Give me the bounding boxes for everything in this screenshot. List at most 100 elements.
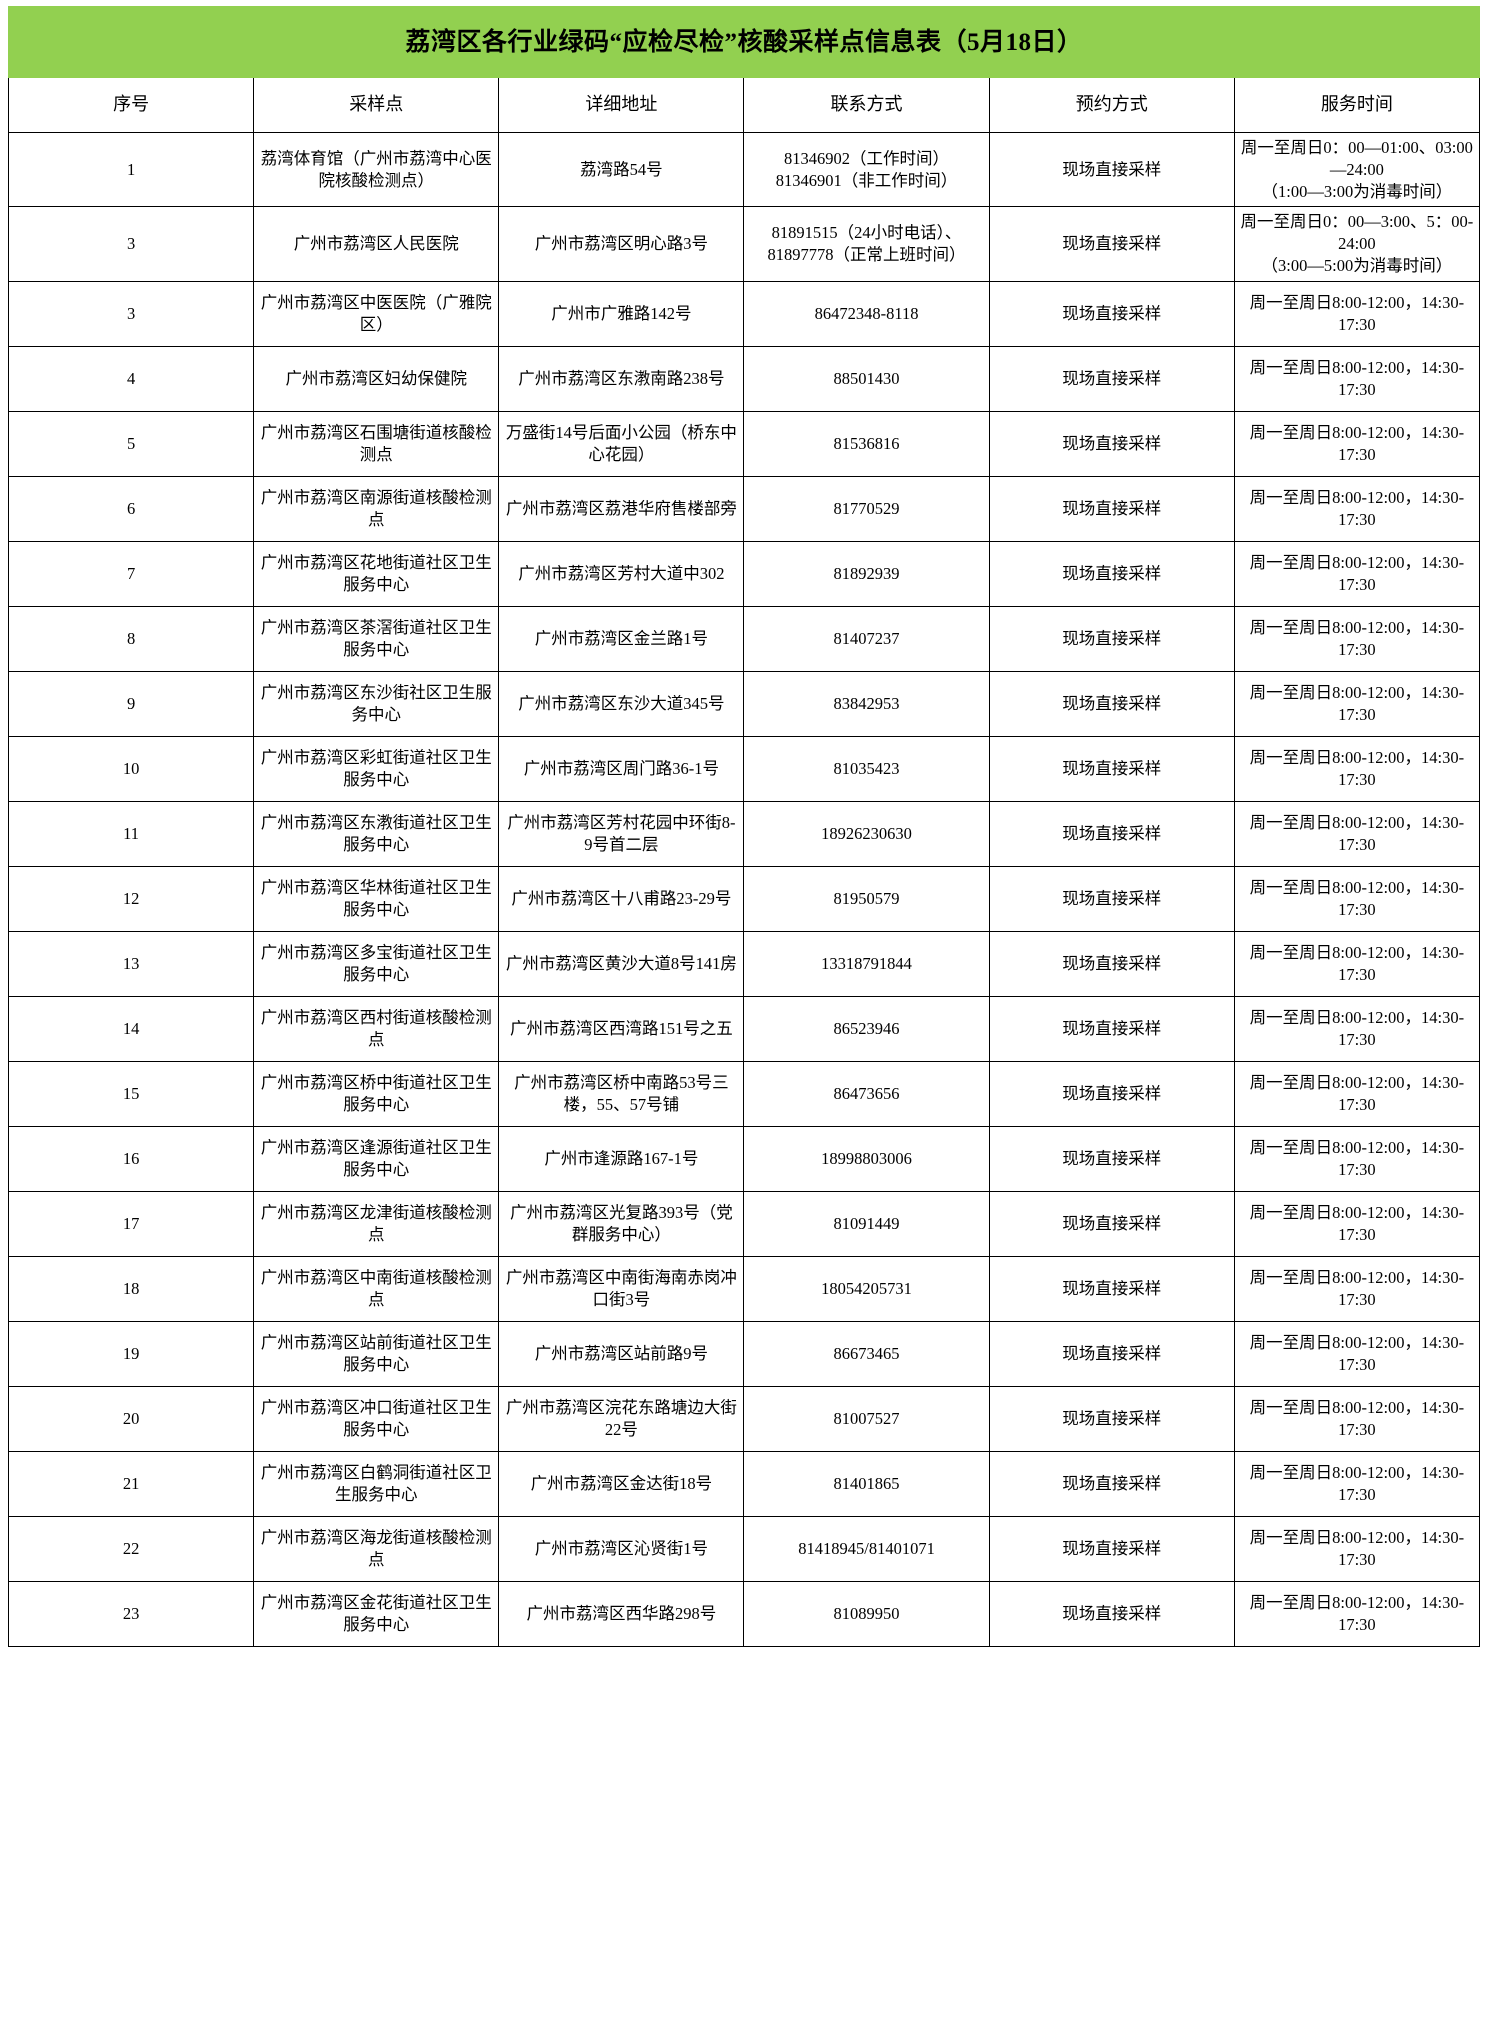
cell-address: 广州市荔湾区光复路393号（党群服务中心） <box>498 1190 745 1257</box>
cell-address: 广州市荔湾区沁贤街1号 <box>498 1515 745 1582</box>
cell-address: 广州市荔湾区金达街18号 <box>498 1450 745 1517</box>
cell-booking: 现场直接采样 <box>988 605 1235 672</box>
cell-address: 万盛街14号后面小公园（桥东中心花园） <box>498 410 745 477</box>
cell-site: 广州市荔湾区东沙街社区卫生服务中心 <box>253 670 500 737</box>
cell-booking: 现场直接采样 <box>988 410 1235 477</box>
cell-site: 广州市荔湾区中医医院（广雅院区） <box>253 280 500 347</box>
cell-address: 广州市逢源路167-1号 <box>498 1125 745 1192</box>
cell-contact: 81536816 <box>743 410 990 477</box>
cell-site: 广州市荔湾区花地街道社区卫生服务中心 <box>253 540 500 607</box>
cell-hours-line-2: （3:00—5:00为消毒时间） <box>1261 255 1453 275</box>
cell-index: 23 <box>7 1580 255 1647</box>
cell-index: 20 <box>7 1385 255 1452</box>
table-row: 20 广州市荔湾区冲口街道社区卫生服务中心 广州市荔湾区浣花东路塘边大街22号 810… <box>7 1385 1481 1452</box>
cell-address: 广州市荔湾区芳村花园中环街8-9号首二层 <box>498 800 745 867</box>
cell-contact: 81035423 <box>743 735 990 802</box>
cell-hours: 周一至周日8:00-12:00，14:30-17:30 <box>1233 1385 1481 1452</box>
cell-contact: 18926230630 <box>743 800 990 867</box>
cell-booking: 现场直接采样 <box>988 1320 1235 1387</box>
cell-index: 21 <box>7 1450 255 1517</box>
cell-index: 17 <box>7 1190 255 1257</box>
column-header-site: 采样点 <box>253 77 500 133</box>
cell-contact-line-2: 81897778（正常上班时间） <box>767 244 966 264</box>
table-row: 6 广州市荔湾区南源街道核酸检测点 广州市荔湾区荔港华府售楼部旁 81770529 现场… <box>7 475 1481 542</box>
cell-contact: 86473656 <box>743 1060 990 1127</box>
cell-site: 广州市荔湾区逢源街道社区卫生服务中心 <box>253 1125 500 1192</box>
table-body: 荔湾区各行业绿码“应检尽检”核酸采样点信息表（5月18日） 序号 采样点 详细地… <box>7 6 1481 1647</box>
cell-contact-line-1: 81346902（工作时间） <box>784 148 950 168</box>
table-row: 1 荔湾体育馆（广州市荔湾中心医院核酸检测点） 荔湾路54号 81346902（工作时… <box>7 131 1481 208</box>
cell-site: 广州市荔湾区人民医院 <box>253 206 500 282</box>
cell-hours-line-1: 周一至周日0：00—01:00、03:00—24:00 <box>1240 138 1473 179</box>
cell-contact: 88501430 <box>743 345 990 412</box>
cell-contact: 83842953 <box>743 670 990 737</box>
cell-hours: 周一至周日8:00-12:00，14:30-17:30 <box>1233 410 1481 477</box>
cell-booking: 现场直接采样 <box>988 1450 1235 1517</box>
spreadsheet-sheet: 荔湾区各行业绿码“应检尽检”核酸采样点信息表（5月18日） 序号 采样点 详细地… <box>7 6 1481 1647</box>
cell-hours: 周一至周日0：00—01:00、03:00—24:00 （1:00—3:00为消毒… <box>1233 131 1481 208</box>
column-header-hours: 服务时间 <box>1233 77 1481 133</box>
cell-index: 18 <box>7 1255 255 1322</box>
table-row: 16 广州市荔湾区逢源街道社区卫生服务中心 广州市逢源路167-1号 18998803… <box>7 1125 1481 1192</box>
cell-booking: 现场直接采样 <box>988 280 1235 347</box>
cell-hours: 周一至周日8:00-12:00，14:30-17:30 <box>1233 345 1481 412</box>
cell-contact: 86523946 <box>743 995 990 1062</box>
cell-index: 13 <box>7 930 255 997</box>
table-row: 19 广州市荔湾区站前街道社区卫生服务中心 广州市荔湾区站前路9号 86673465 现… <box>7 1320 1481 1387</box>
table-row: 14 广州市荔湾区西村街道核酸检测点 广州市荔湾区西湾路151号之五 86523946… <box>7 995 1481 1062</box>
cell-index: 22 <box>7 1515 255 1582</box>
cell-hours: 周一至周日8:00-12:00，14:30-17:30 <box>1233 930 1481 997</box>
cell-address: 广州市荔湾区十八甫路23-29号 <box>498 865 745 932</box>
column-header-booking: 预约方式 <box>988 77 1235 133</box>
table-row: 9 广州市荔湾区东沙街社区卫生服务中心 广州市荔湾区东沙大道345号 83842953… <box>7 670 1481 737</box>
cell-address: 广州市荔湾区明心路3号 <box>498 206 745 282</box>
cell-index: 10 <box>7 735 255 802</box>
cell-contact: 86472348-8118 <box>743 280 990 347</box>
cell-hours: 周一至周日8:00-12:00，14:30-17:30 <box>1233 1190 1481 1257</box>
cell-site: 广州市荔湾区白鹤洞街道社区卫生服务中心 <box>253 1450 500 1517</box>
cell-hours-line-2: （1:00—3:00为消毒时间） <box>1261 181 1453 201</box>
table-row: 22 广州市荔湾区海龙街道核酸检测点 广州市荔湾区沁贤街1号 81418945/814… <box>7 1515 1481 1582</box>
table-row: 7 广州市荔湾区花地街道社区卫生服务中心 广州市荔湾区芳村大道中302 8189293… <box>7 540 1481 607</box>
cell-hours: 周一至周日8:00-12:00，14:30-17:30 <box>1233 670 1481 737</box>
table-row: 12 广州市荔湾区华林街道社区卫生服务中心 广州市荔湾区十八甫路23-29号 8195… <box>7 865 1481 932</box>
cell-booking: 现场直接采样 <box>988 1385 1235 1452</box>
table-row: 17 广州市荔湾区龙津街道核酸检测点 广州市荔湾区光复路393号（党群服务中心） 81… <box>7 1190 1481 1257</box>
cell-contact: 81770529 <box>743 475 990 542</box>
cell-site: 广州市荔湾区妇幼保健院 <box>253 345 500 412</box>
cell-address: 广州市荔湾区黄沙大道8号141房 <box>498 930 745 997</box>
cell-contact: 13318791844 <box>743 930 990 997</box>
cell-site: 广州市荔湾区东漖街道社区卫生服务中心 <box>253 800 500 867</box>
cell-booking: 现场直接采样 <box>988 540 1235 607</box>
cell-booking: 现场直接采样 <box>988 206 1235 282</box>
cell-address: 荔湾路54号 <box>498 131 745 208</box>
table-row: 5 广州市荔湾区石围塘街道核酸检测点 万盛街14号后面小公园（桥东中心花园） 8153… <box>7 410 1481 477</box>
cell-address: 广州市荔湾区芳村大道中302 <box>498 540 745 607</box>
cell-hours: 周一至周日8:00-12:00，14:30-17:30 <box>1233 540 1481 607</box>
cell-hours: 周一至周日8:00-12:00，14:30-17:30 <box>1233 280 1481 347</box>
cell-index: 8 <box>7 605 255 672</box>
table-row: 23 广州市荔湾区金花街道社区卫生服务中心 广州市荔湾区西华路298号 8108995… <box>7 1580 1481 1647</box>
cell-hours: 周一至周日8:00-12:00，14:30-17:30 <box>1233 1450 1481 1517</box>
cell-address: 广州市荔湾区东沙大道345号 <box>498 670 745 737</box>
cell-hours: 周一至周日8:00-12:00，14:30-17:30 <box>1233 1580 1481 1647</box>
cell-booking: 现场直接采样 <box>988 1255 1235 1322</box>
cell-contact: 81089950 <box>743 1580 990 1647</box>
cell-site: 广州市荔湾区冲口街道社区卫生服务中心 <box>253 1385 500 1452</box>
cell-site: 广州市荔湾区彩虹街道社区卫生服务中心 <box>253 735 500 802</box>
cell-address: 广州市荔湾区浣花东路塘边大街22号 <box>498 1385 745 1452</box>
cell-hours: 周一至周日8:00-12:00，14:30-17:30 <box>1233 800 1481 867</box>
cell-index: 3 <box>7 280 255 347</box>
cell-index: 16 <box>7 1125 255 1192</box>
cell-site: 广州市荔湾区茶滘街道社区卫生服务中心 <box>253 605 500 672</box>
cell-hours: 周一至周日8:00-12:00，14:30-17:30 <box>1233 995 1481 1062</box>
cell-index: 7 <box>7 540 255 607</box>
table-row: 8 广州市荔湾区茶滘街道社区卫生服务中心 广州市荔湾区金兰路1号 81407237 现场… <box>7 605 1481 672</box>
cell-contact: 81950579 <box>743 865 990 932</box>
page-title: 荔湾区各行业绿码“应检尽检”核酸采样点信息表（5月18日） <box>8 6 1480 78</box>
cell-address: 广州市荔湾区中南街海南赤岗冲口街3号 <box>498 1255 745 1322</box>
cell-index: 14 <box>7 995 255 1062</box>
cell-site: 广州市荔湾区中南街道核酸检测点 <box>253 1255 500 1322</box>
cell-index: 12 <box>7 865 255 932</box>
cell-address: 广州市荔湾区周门路36-1号 <box>498 735 745 802</box>
